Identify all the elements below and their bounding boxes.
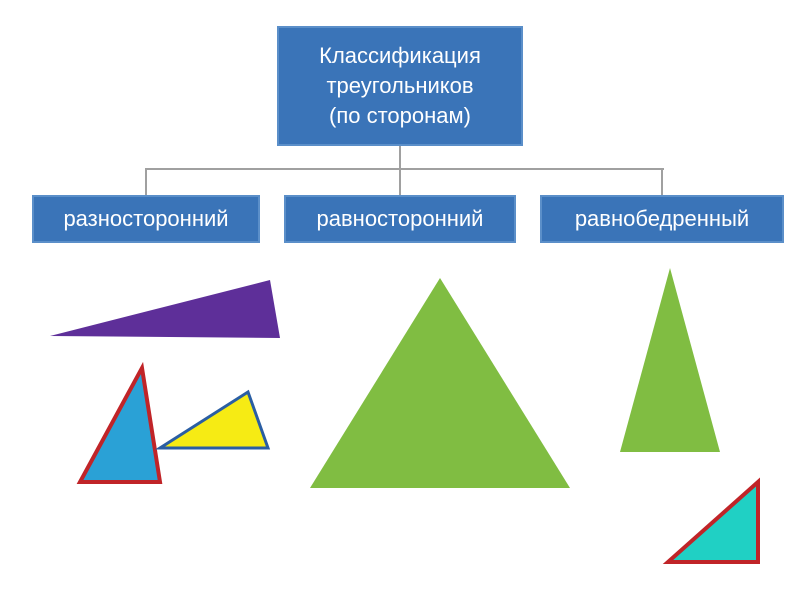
connector-segment [399,168,401,195]
child-node-0: разносторонний [32,195,260,243]
scalene-yellow-triangle [150,380,280,460]
connector-segment [145,168,147,195]
child-label-2: равнобедренный [575,206,749,232]
child-label-1: равносторонний [317,206,484,232]
root-line1: Классификация [319,41,481,71]
root-line2: треугольников [326,71,473,101]
child-label-0: разносторонний [63,206,228,232]
isosceles-cyan-triangle [660,470,770,570]
child-node-1: равносторонний [284,195,516,243]
isosceles-green-triangle [610,260,730,460]
scalene-purple-triangle [40,268,290,348]
connector-segment [661,168,663,195]
connector-segment [146,168,664,170]
equilateral-green-triangle [300,268,580,498]
root-node: Классификация треугольников (по сторонам… [277,26,523,146]
child-node-2: равнобедренный [540,195,784,243]
root-line3: (по сторонам) [329,101,471,131]
connector-segment [399,146,401,168]
